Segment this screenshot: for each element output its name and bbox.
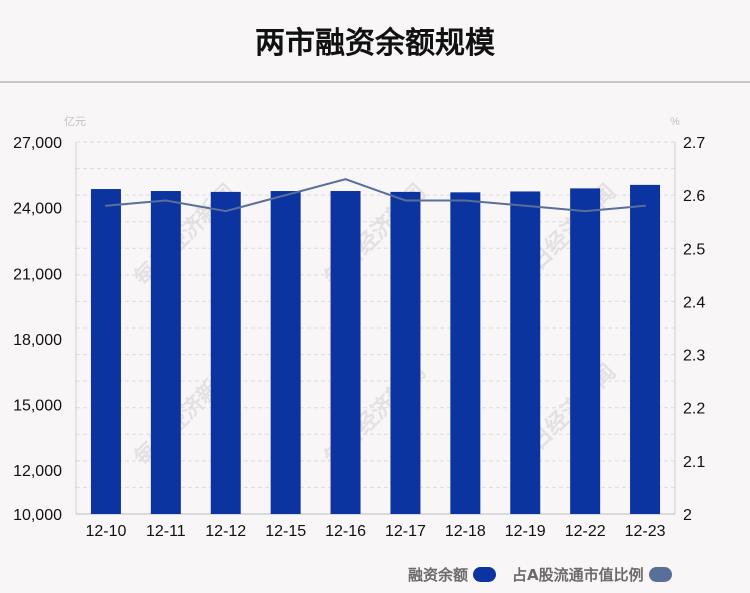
legend-swatch-bar bbox=[473, 567, 497, 582]
right-tick-label: 2.1 bbox=[683, 454, 705, 471]
legend-swatch-line bbox=[648, 567, 672, 582]
left-tick-label: 15,000 bbox=[13, 398, 62, 415]
right-tick-label: 2.6 bbox=[683, 188, 705, 205]
line-point bbox=[104, 204, 107, 207]
line-point bbox=[224, 210, 227, 213]
title-divider bbox=[0, 81, 750, 83]
left-tick-label: 12,000 bbox=[13, 463, 62, 480]
bar bbox=[90, 189, 121, 514]
line-point bbox=[584, 210, 587, 213]
ratio-line bbox=[105, 178, 646, 213]
right-axis-unit: % bbox=[670, 116, 680, 128]
left-tick-label: 27,000 bbox=[13, 135, 62, 152]
line-point bbox=[404, 199, 407, 202]
x-tick-label: 12-17 bbox=[385, 523, 426, 540]
bar bbox=[570, 188, 601, 514]
bar bbox=[510, 191, 541, 515]
left-tick-label: 18,000 bbox=[13, 332, 62, 349]
x-tick-label: 12-10 bbox=[85, 523, 126, 540]
bar bbox=[330, 191, 361, 514]
left-tick-label: 24,000 bbox=[13, 201, 62, 218]
line-point bbox=[464, 199, 467, 202]
bar bbox=[150, 191, 181, 514]
right-tick-label: 2 bbox=[683, 507, 692, 524]
left-tick-label: 21,000 bbox=[13, 266, 62, 283]
x-tick-label: 12-22 bbox=[565, 523, 606, 540]
legend-label-line: 占A股流通市值比例 bbox=[512, 566, 644, 584]
right-tick-label: 2.2 bbox=[683, 401, 705, 418]
left-axis-unit: 亿元 bbox=[64, 115, 86, 128]
chart-title: 两市融资余额规模 bbox=[255, 26, 495, 61]
x-tick-label: 12-16 bbox=[325, 523, 366, 540]
x-tick-label: 12-11 bbox=[146, 523, 186, 540]
left-tick-label: 10,000 bbox=[13, 507, 62, 524]
x-tick-label: 12-18 bbox=[445, 523, 486, 540]
right-tick-label: 2.3 bbox=[683, 348, 705, 365]
x-tick-label: 12-12 bbox=[205, 523, 246, 540]
legend: 融资余额 占A股流通市值比例 bbox=[408, 564, 688, 585]
bar bbox=[630, 184, 661, 514]
bar bbox=[270, 191, 301, 514]
bar bbox=[450, 192, 481, 514]
line-point bbox=[164, 199, 167, 202]
right-tick-label: 2.4 bbox=[683, 294, 705, 311]
line-point bbox=[284, 194, 287, 197]
line-point bbox=[344, 178, 347, 181]
line-point bbox=[644, 204, 647, 207]
bar bbox=[210, 191, 241, 514]
x-tick-label: 12-23 bbox=[625, 523, 666, 540]
line-point bbox=[524, 204, 527, 207]
legend-label-bar: 融资余额 bbox=[408, 566, 469, 584]
x-tick-label: 12-19 bbox=[505, 523, 546, 540]
right-tick-label: 2.5 bbox=[683, 241, 705, 258]
right-tick-label: 2.7 bbox=[683, 135, 705, 152]
bar bbox=[390, 191, 421, 514]
x-tick-label: 12-15 bbox=[265, 523, 306, 540]
